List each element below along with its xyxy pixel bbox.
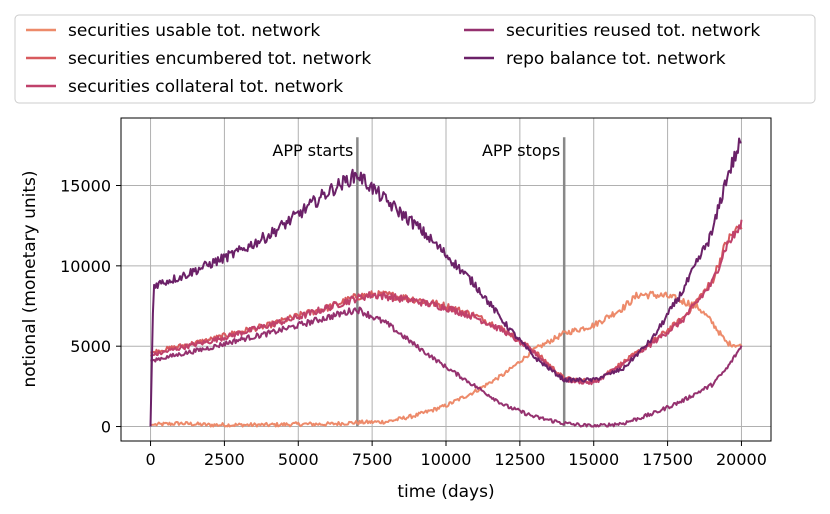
x-tick-label: 10000	[421, 450, 472, 469]
legend-label: repo balance tot. network	[506, 49, 726, 69]
legend: securities usable tot. network securities…	[14, 14, 816, 104]
x-tick-label: 0	[145, 450, 155, 469]
x-tick-label: 12500	[494, 450, 545, 469]
x-tick-label: 17500	[642, 450, 693, 469]
plot-area: 0 2500 5000 7500 10000 12500 15000 17500 20000 0 5…	[60, 117, 772, 469]
legend-label: securities encumbered tot. network	[68, 49, 371, 69]
x-tick-label: 20000	[716, 450, 767, 469]
legend-frame	[14, 14, 816, 104]
x-tick-label: 7500	[352, 450, 393, 469]
x-axis-label: time (days)	[397, 482, 494, 502]
series-line	[150, 306, 743, 428]
legend-label: securities collateral tot. network	[68, 77, 343, 97]
y-tick-label: 10000	[60, 257, 111, 276]
series-line	[150, 290, 743, 428]
series-line	[149, 137, 742, 427]
y-tick-label: 15000	[60, 176, 111, 195]
y-tick-label: 5000	[70, 337, 111, 356]
series-line	[150, 219, 743, 386]
x-tick-label: 5000	[278, 450, 319, 469]
y-tick-label: 0	[101, 418, 111, 437]
legend-label: securities usable tot. network	[68, 21, 320, 41]
annotation-label: APP starts	[272, 141, 353, 160]
y-axis-label: notional (monetary units)	[20, 170, 40, 387]
x-tick-label: 2500	[204, 450, 245, 469]
x-tick-label: 15000	[568, 450, 619, 469]
annotation-label: APP stops	[482, 141, 560, 160]
legend-label: securities reused tot. network	[506, 21, 760, 41]
